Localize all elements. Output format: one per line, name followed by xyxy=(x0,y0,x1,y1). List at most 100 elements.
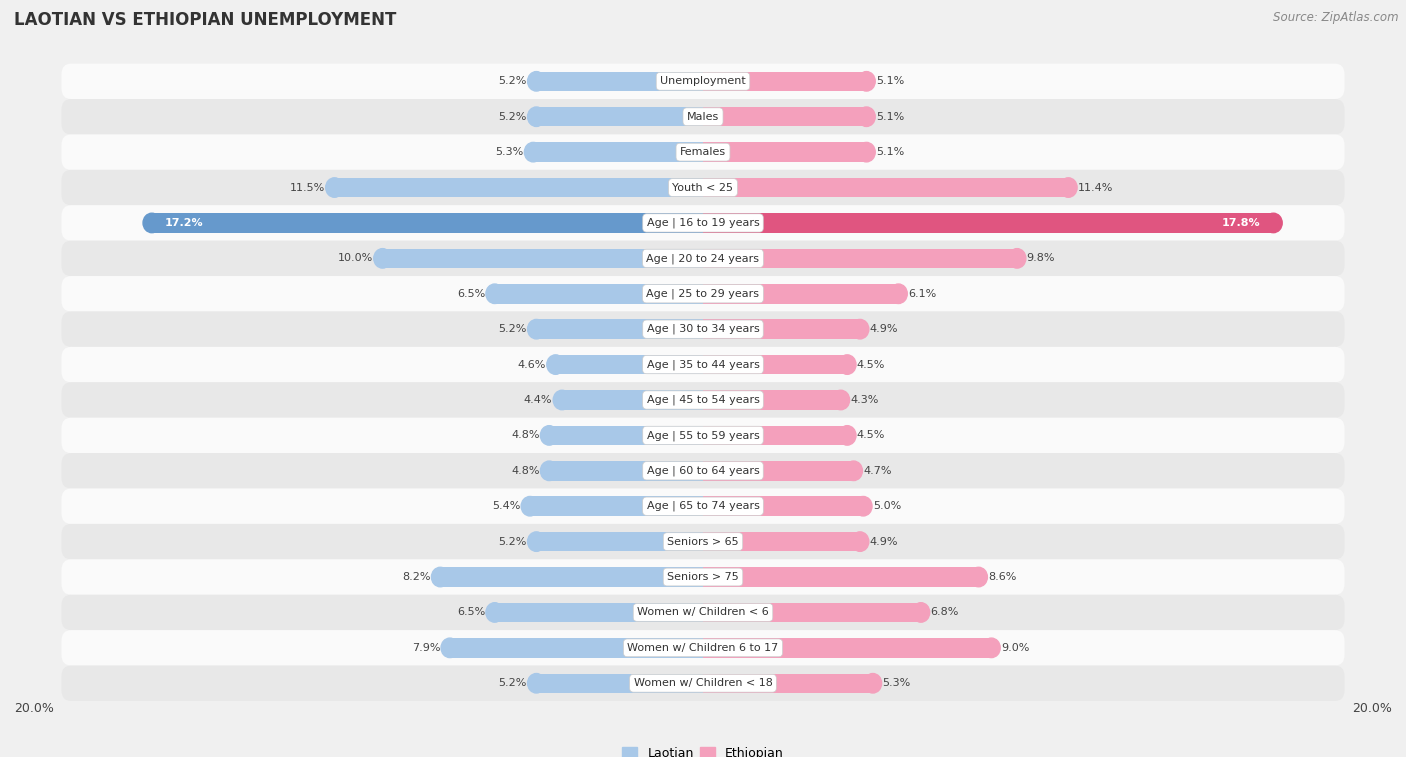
Text: Age | 25 to 29 years: Age | 25 to 29 years xyxy=(647,288,759,299)
Bar xyxy=(536,107,703,126)
Bar xyxy=(536,674,703,693)
Bar xyxy=(495,603,703,622)
FancyBboxPatch shape xyxy=(62,347,1344,382)
Text: 11.4%: 11.4% xyxy=(1078,182,1114,192)
Bar xyxy=(703,603,921,622)
Text: 4.9%: 4.9% xyxy=(870,537,898,547)
Circle shape xyxy=(527,674,546,693)
FancyBboxPatch shape xyxy=(62,524,1344,559)
FancyBboxPatch shape xyxy=(62,276,1344,311)
Text: Seniors > 65: Seniors > 65 xyxy=(668,537,738,547)
FancyBboxPatch shape xyxy=(62,241,1344,276)
Circle shape xyxy=(970,567,987,587)
Bar xyxy=(536,532,703,551)
Bar xyxy=(703,638,991,658)
Text: 11.5%: 11.5% xyxy=(290,182,325,192)
Bar xyxy=(495,284,703,304)
Bar xyxy=(555,355,703,374)
Legend: Laotian, Ethiopian: Laotian, Ethiopian xyxy=(617,742,789,757)
Circle shape xyxy=(527,72,546,91)
Bar xyxy=(703,567,979,587)
Text: 5.3%: 5.3% xyxy=(883,678,911,688)
Text: Women w/ Children 6 to 17: Women w/ Children 6 to 17 xyxy=(627,643,779,653)
Circle shape xyxy=(912,603,929,622)
Text: 5.1%: 5.1% xyxy=(876,147,904,157)
Text: LAOTIAN VS ETHIOPIAN UNEMPLOYMENT: LAOTIAN VS ETHIOPIAN UNEMPLOYMENT xyxy=(14,11,396,30)
Bar xyxy=(703,497,863,516)
Text: Age | 16 to 19 years: Age | 16 to 19 years xyxy=(647,218,759,228)
Text: 4.8%: 4.8% xyxy=(510,466,540,476)
Text: Age | 55 to 59 years: Age | 55 to 59 years xyxy=(647,430,759,441)
Text: 6.8%: 6.8% xyxy=(931,607,959,618)
Bar xyxy=(703,142,866,162)
Text: 5.2%: 5.2% xyxy=(498,76,527,86)
Circle shape xyxy=(858,72,875,91)
Bar xyxy=(440,567,703,587)
Text: Unemployment: Unemployment xyxy=(661,76,745,86)
Circle shape xyxy=(432,567,449,587)
Text: 4.9%: 4.9% xyxy=(870,324,898,334)
Text: 5.1%: 5.1% xyxy=(876,76,904,86)
Circle shape xyxy=(865,674,882,693)
Text: 6.5%: 6.5% xyxy=(457,288,485,299)
Bar xyxy=(703,461,853,481)
Text: 5.4%: 5.4% xyxy=(492,501,520,511)
Text: 8.6%: 8.6% xyxy=(988,572,1017,582)
Text: 20.0%: 20.0% xyxy=(14,702,53,715)
Circle shape xyxy=(374,248,391,268)
Text: Age | 45 to 54 years: Age | 45 to 54 years xyxy=(647,394,759,405)
FancyBboxPatch shape xyxy=(62,453,1344,488)
Circle shape xyxy=(851,319,869,339)
Bar xyxy=(703,72,866,91)
Text: Women w/ Children < 18: Women w/ Children < 18 xyxy=(634,678,772,688)
Circle shape xyxy=(522,497,538,516)
Circle shape xyxy=(527,532,546,551)
Circle shape xyxy=(1008,248,1026,268)
Text: 10.0%: 10.0% xyxy=(337,254,373,263)
Text: 5.0%: 5.0% xyxy=(873,501,901,511)
Circle shape xyxy=(486,603,503,622)
Text: 4.8%: 4.8% xyxy=(510,431,540,441)
Circle shape xyxy=(143,213,160,232)
Bar xyxy=(703,284,898,304)
Circle shape xyxy=(858,107,875,126)
Circle shape xyxy=(547,355,564,374)
FancyBboxPatch shape xyxy=(62,64,1344,99)
Bar xyxy=(562,391,703,410)
Bar xyxy=(536,319,703,339)
Text: 4.5%: 4.5% xyxy=(856,360,886,369)
Text: Seniors > 75: Seniors > 75 xyxy=(666,572,740,582)
Bar xyxy=(703,107,866,126)
Circle shape xyxy=(527,319,546,339)
Bar xyxy=(335,178,703,198)
Text: Age | 30 to 34 years: Age | 30 to 34 years xyxy=(647,324,759,335)
Text: 4.3%: 4.3% xyxy=(851,395,879,405)
Bar xyxy=(530,497,703,516)
FancyBboxPatch shape xyxy=(62,418,1344,453)
Circle shape xyxy=(838,355,856,374)
Bar xyxy=(703,213,1274,232)
Text: 9.8%: 9.8% xyxy=(1026,254,1054,263)
Text: Age | 60 to 64 years: Age | 60 to 64 years xyxy=(647,466,759,476)
Circle shape xyxy=(858,142,875,162)
Bar xyxy=(703,319,860,339)
Bar xyxy=(703,178,1069,198)
Text: 4.7%: 4.7% xyxy=(863,466,891,476)
Bar xyxy=(703,248,1017,268)
Circle shape xyxy=(524,142,541,162)
Text: 7.9%: 7.9% xyxy=(412,643,440,653)
Circle shape xyxy=(855,497,872,516)
Circle shape xyxy=(1264,213,1282,232)
Circle shape xyxy=(1060,178,1077,198)
Text: 5.2%: 5.2% xyxy=(498,324,527,334)
Text: 5.2%: 5.2% xyxy=(498,537,527,547)
Text: 5.2%: 5.2% xyxy=(498,678,527,688)
Circle shape xyxy=(326,178,343,198)
Circle shape xyxy=(983,638,1000,658)
FancyBboxPatch shape xyxy=(62,630,1344,665)
FancyBboxPatch shape xyxy=(62,488,1344,524)
Circle shape xyxy=(486,284,503,304)
Text: 17.8%: 17.8% xyxy=(1222,218,1261,228)
Text: 6.5%: 6.5% xyxy=(457,607,485,618)
Text: 8.2%: 8.2% xyxy=(402,572,430,582)
